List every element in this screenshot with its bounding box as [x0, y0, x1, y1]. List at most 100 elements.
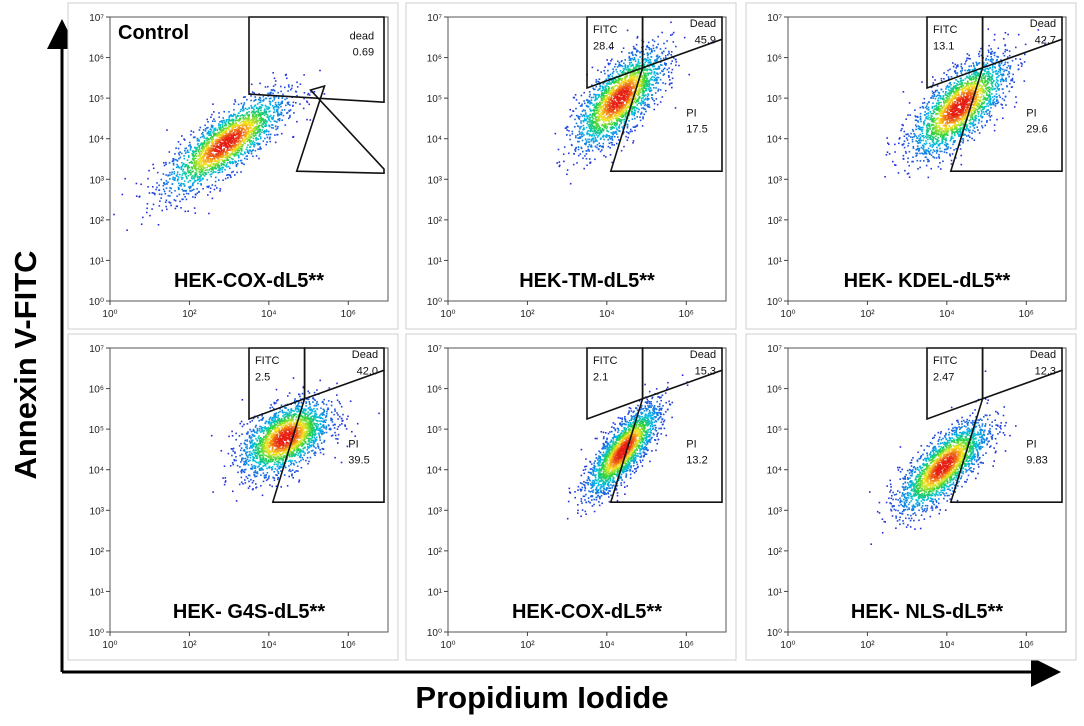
- data-point: [168, 162, 171, 164]
- data-point: [575, 99, 578, 101]
- data-point: [176, 205, 178, 208]
- data-point: [248, 114, 250, 117]
- data-point: [609, 107, 612, 110]
- data-point: [209, 133, 211, 136]
- data-point: [206, 148, 209, 150]
- data-point: [226, 136, 228, 138]
- data-point: [221, 126, 224, 128]
- data-point: [245, 148, 248, 151]
- data-point: [949, 90, 951, 92]
- data-point: [618, 82, 621, 84]
- data-point: [182, 172, 184, 175]
- data-point: [264, 137, 266, 140]
- data-point: [955, 148, 958, 150]
- data-point: [608, 136, 611, 139]
- data-point: [271, 124, 274, 126]
- data-point: [582, 124, 585, 127]
- data-point: [211, 113, 213, 116]
- data-point: [244, 142, 246, 145]
- data-point: [291, 84, 293, 87]
- data-point: [597, 109, 599, 111]
- data-point: [952, 62, 954, 64]
- data-point: [228, 135, 230, 138]
- data-point: [597, 117, 600, 120]
- data-point: [583, 128, 585, 131]
- data-point: [974, 72, 977, 75]
- data-point: [213, 167, 216, 170]
- data-point: [216, 161, 219, 163]
- data-point: [667, 71, 670, 73]
- data-point: [577, 148, 580, 151]
- data-point: [242, 96, 245, 98]
- data-point: [250, 150, 253, 153]
- data-point: [599, 132, 601, 134]
- data-point: [240, 102, 243, 105]
- data-point: [179, 143, 182, 146]
- data-point: [248, 107, 250, 109]
- data-point: [252, 134, 255, 136]
- data-point: [176, 195, 178, 197]
- data-point: [597, 102, 599, 105]
- data-point: [203, 141, 206, 143]
- data-point: [628, 63, 631, 66]
- data-point: [972, 78, 975, 81]
- data-point: [196, 155, 198, 157]
- data-point: [218, 145, 220, 148]
- data-point: [183, 171, 186, 173]
- data-point: [624, 105, 626, 107]
- data-point: [618, 80, 620, 82]
- data-point: [643, 84, 645, 86]
- data-point: [278, 119, 281, 122]
- data-point: [236, 131, 239, 134]
- data-point: [234, 126, 237, 128]
- data-point: [170, 191, 173, 194]
- data-point: [594, 132, 597, 135]
- data-point: [617, 96, 619, 99]
- data-point: [229, 123, 232, 125]
- data-point: [649, 83, 651, 86]
- data-point: [180, 165, 183, 168]
- data-point: [581, 105, 583, 107]
- data-point: [251, 122, 254, 125]
- data-point: [609, 138, 612, 140]
- data-point: [194, 162, 196, 165]
- data-point: [232, 158, 234, 161]
- data-point: [236, 125, 239, 127]
- data-point: [633, 87, 636, 89]
- data-point: [241, 146, 243, 148]
- data-point: [231, 119, 233, 122]
- x-tick-label: 10⁴: [939, 309, 954, 320]
- data-point: [652, 64, 655, 67]
- data-point: [650, 51, 653, 53]
- data-point: [227, 149, 229, 151]
- data-point: [245, 121, 247, 124]
- data-point: [655, 61, 658, 63]
- data-point: [584, 143, 587, 146]
- data-point: [303, 92, 306, 94]
- data-point: [646, 72, 649, 75]
- data-point: [962, 104, 965, 106]
- data-point: [165, 205, 167, 208]
- data-point: [237, 147, 240, 150]
- data-point: [253, 135, 255, 137]
- data-point: [258, 157, 260, 160]
- data-point: [233, 133, 236, 136]
- data-point: [248, 138, 251, 141]
- data-point: [228, 111, 230, 113]
- data-point: [255, 114, 258, 116]
- data-point: [595, 105, 597, 108]
- data-point: [951, 103, 954, 105]
- data-point: [200, 165, 203, 167]
- data-point: [937, 91, 940, 94]
- data-point: [244, 120, 246, 123]
- data-point: [295, 91, 298, 93]
- data-point: [272, 85, 275, 87]
- data-point: [276, 121, 278, 123]
- data-point: [207, 171, 210, 174]
- data-point: [204, 130, 207, 132]
- data-point: [587, 149, 590, 151]
- data-point: [585, 99, 588, 101]
- data-point: [630, 59, 632, 61]
- data-point: [205, 173, 208, 176]
- data-point: [203, 147, 205, 149]
